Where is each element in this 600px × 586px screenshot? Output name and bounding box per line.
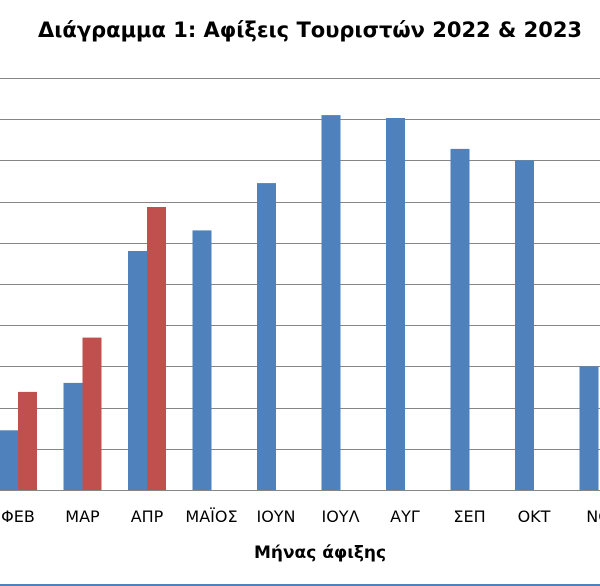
bar-series1-6 (386, 118, 405, 490)
category-label: ΙΟΥΝ (256, 507, 295, 526)
bar-series1-8 (515, 160, 534, 490)
bars (0, 115, 599, 490)
bar-series2-1 (82, 337, 102, 490)
bar-series2-0 (18, 391, 37, 490)
bar-series1-4 (257, 183, 276, 490)
bar-series1-7 (450, 148, 470, 490)
x-axis-title: Μήνας άφιξης (253, 543, 387, 563)
bar-series1-5 (321, 115, 341, 490)
bar-series1-1 (63, 382, 83, 490)
category-labels: ΦΕΒ ΜΑΡ ΑΠΡ ΜΑΪΟΣ ΙΟΥΝ ΙΟΥΛ ΑΥΓ ΣΕΠ ΟΚΤ ΝΟ (1, 507, 600, 526)
category-label: ΣΕΠ (453, 507, 485, 526)
chart-title: Διάγραμμα 1: Αφίξεις Τουριστών 2022 & 20… (37, 18, 583, 42)
bar-series1-2 (128, 251, 147, 490)
category-label: ΙΟΥΛ (321, 507, 359, 526)
category-label: ΦΕΒ (1, 507, 35, 526)
category-label: ΜΑΪΟΣ (185, 507, 237, 526)
category-label: ΝΟ (586, 507, 600, 526)
category-label: ΑΥΓ (390, 507, 420, 526)
category-label: ΑΠΡ (131, 507, 164, 526)
category-label: ΟΚΤ (518, 507, 551, 526)
bar-series2-2 (147, 207, 166, 490)
category-label: ΜΑΡ (65, 507, 100, 526)
bar-series1-9 (579, 366, 599, 490)
bar-series1-3 (192, 230, 212, 490)
bar-series1-0 (0, 430, 18, 490)
